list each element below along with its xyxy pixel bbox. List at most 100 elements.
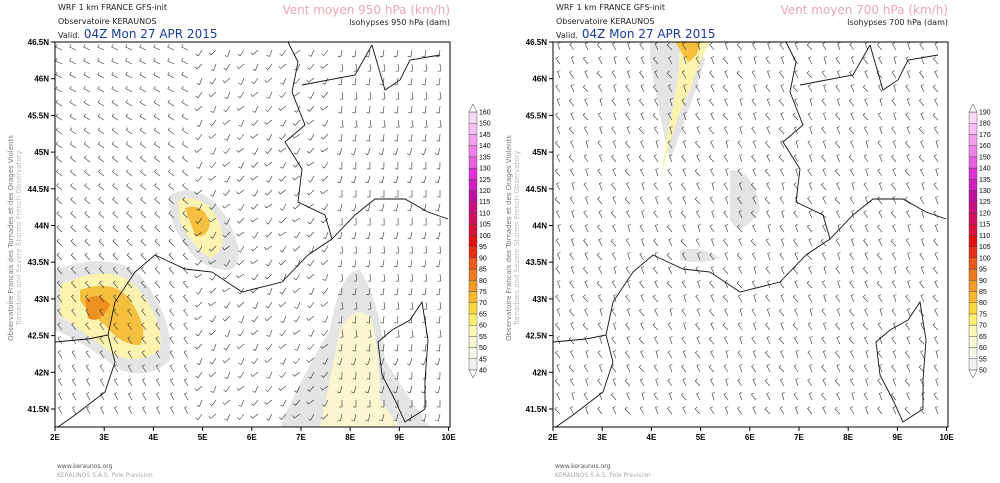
colorbar-swatch <box>968 201 978 214</box>
wind-barb <box>725 406 729 415</box>
wind-barb <box>338 287 343 296</box>
wind-barb <box>237 413 245 420</box>
wind-barb <box>904 168 911 177</box>
wind-barb <box>666 42 673 51</box>
wind-barb <box>55 85 63 93</box>
wind-barb <box>821 98 827 107</box>
wind-barb <box>653 210 659 219</box>
wind-barb <box>683 56 687 65</box>
wind-barb <box>320 189 329 195</box>
wind-barb <box>723 336 729 345</box>
wind-barb <box>168 169 175 177</box>
wind-barb <box>167 113 175 121</box>
wind-barb <box>307 105 315 112</box>
wind-barb <box>807 168 813 177</box>
wind-barb <box>863 392 869 401</box>
wind-barb <box>70 169 77 177</box>
wind-barb <box>55 141 63 149</box>
wind-barb <box>307 133 315 141</box>
wind-barb <box>156 392 161 401</box>
wind-barb <box>708 154 715 163</box>
wind-barb <box>224 329 231 337</box>
wind-barb <box>394 161 399 170</box>
wind-barb <box>850 56 855 65</box>
wind-barb <box>668 56 673 65</box>
wind-barb <box>195 371 203 379</box>
wind-barb <box>627 70 631 79</box>
wind-barb <box>862 294 869 303</box>
wind-barb <box>751 126 757 135</box>
wind-barb <box>666 70 673 79</box>
wind-barb <box>237 203 245 211</box>
wind-barb <box>850 350 855 359</box>
wind-barb <box>184 406 189 415</box>
wind-barb <box>293 273 301 281</box>
wind-barb <box>353 217 357 226</box>
wind-barb <box>366 287 371 296</box>
colorbar-label: 85 <box>479 267 487 274</box>
wind-barb <box>208 259 217 265</box>
wind-barb <box>823 266 827 275</box>
wind-barb <box>111 44 119 51</box>
wind-barb <box>655 350 659 359</box>
wind-barb <box>807 406 813 415</box>
wind-barb <box>436 105 441 114</box>
wind-barb <box>83 127 91 135</box>
wind-barb <box>70 224 77 233</box>
wind-barb <box>264 315 273 322</box>
colorbar-label: 105 <box>479 222 491 229</box>
wind-barb <box>251 77 259 85</box>
wind-barb <box>597 350 603 359</box>
wind-barb <box>195 329 203 337</box>
wind-barb <box>652 294 659 303</box>
wind-barb <box>695 238 701 247</box>
wind-barb <box>155 378 161 387</box>
wind-barb <box>278 259 287 266</box>
wind-barb <box>779 42 785 51</box>
wind-barb <box>766 98 771 107</box>
wind-barb <box>338 161 343 170</box>
wind-barb <box>653 238 659 247</box>
wind-barb <box>265 147 273 154</box>
wind-barb <box>834 378 841 387</box>
colorbar-label: 140 <box>979 166 991 173</box>
wind-barb <box>655 196 659 205</box>
wind-barb <box>410 119 414 128</box>
wind-speed-shading <box>680 248 720 263</box>
wind-barb <box>906 364 911 373</box>
colorbar-swatch <box>968 190 978 202</box>
wind-barb <box>237 133 245 140</box>
wind-barb <box>877 406 883 415</box>
wind-barb <box>695 84 701 93</box>
wind-barb <box>834 168 841 177</box>
wind-barb <box>265 217 273 225</box>
wind-barb <box>236 343 245 350</box>
wind-barb <box>569 406 575 415</box>
wind-barb <box>434 147 441 156</box>
wind-barb <box>381 91 386 100</box>
wind-barb <box>71 378 77 387</box>
wind-barb <box>423 273 428 282</box>
wind-barb <box>209 77 217 85</box>
wind-barb <box>766 154 771 163</box>
wind-barb <box>584 308 589 317</box>
colorbar-swatch <box>468 313 478 326</box>
wind-barb <box>809 364 813 373</box>
wind-barb <box>126 252 133 261</box>
wind-barb <box>597 140 603 149</box>
wind-barb <box>669 98 673 107</box>
wind-barb <box>722 294 729 303</box>
wind-barb <box>837 252 841 261</box>
wind-barb <box>737 322 743 331</box>
wind-barb <box>69 58 77 65</box>
wind-barb <box>597 168 603 177</box>
wind-barb <box>407 231 413 240</box>
wind-barb <box>682 168 687 177</box>
wind-barb <box>654 224 659 233</box>
wind-barb <box>278 301 287 308</box>
wind-barb <box>98 183 105 191</box>
wind-barb <box>555 84 561 93</box>
wind-barb <box>236 231 245 237</box>
wind-barb <box>194 231 203 237</box>
wind-barb <box>766 392 771 401</box>
